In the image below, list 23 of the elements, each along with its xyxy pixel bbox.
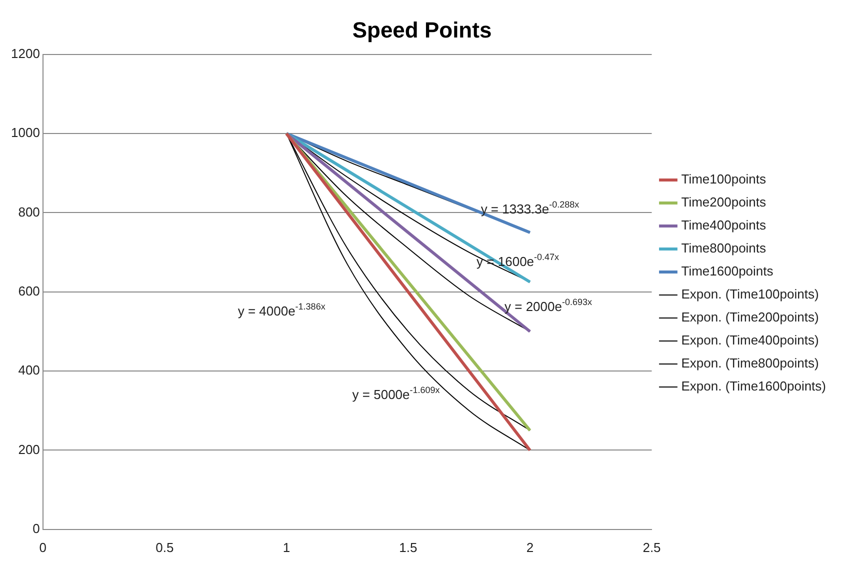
x-tick-label: 1 [282,540,290,555]
legend-label: Expon. (Time100points) [681,286,819,302]
y-tick-label: 200 [18,442,40,457]
x-tick-label: 2.5 [642,540,661,555]
y-tick-label: 1000 [11,125,40,140]
x-tick-label: 1.5 [399,540,418,555]
legend-label: Time200points [681,194,767,210]
legend-label: Expon. (Time800points) [681,356,819,371]
x-tick-label: 2 [526,540,534,555]
legend-label: Time400points [681,218,767,233]
legend-label: Expon. (Time400points) [681,332,819,348]
y-tick-label: 0 [32,520,40,536]
chart-title: Speed Points [352,17,492,42]
y-tick-label: 600 [18,283,40,298]
y-tick-label: 800 [18,204,40,220]
y-tick-label: 1200 [11,46,40,61]
legend-label: Time100points [681,172,767,187]
legend-label: Time1600points [681,264,774,279]
x-tick-label: 0.5 [156,540,174,555]
legend-label: Expon. (Time200points) [681,310,819,325]
legend-label: Expon. (Time1600points) [681,378,826,394]
y-tick-label: 400 [18,362,40,378]
legend-label: Time800points [681,240,767,256]
